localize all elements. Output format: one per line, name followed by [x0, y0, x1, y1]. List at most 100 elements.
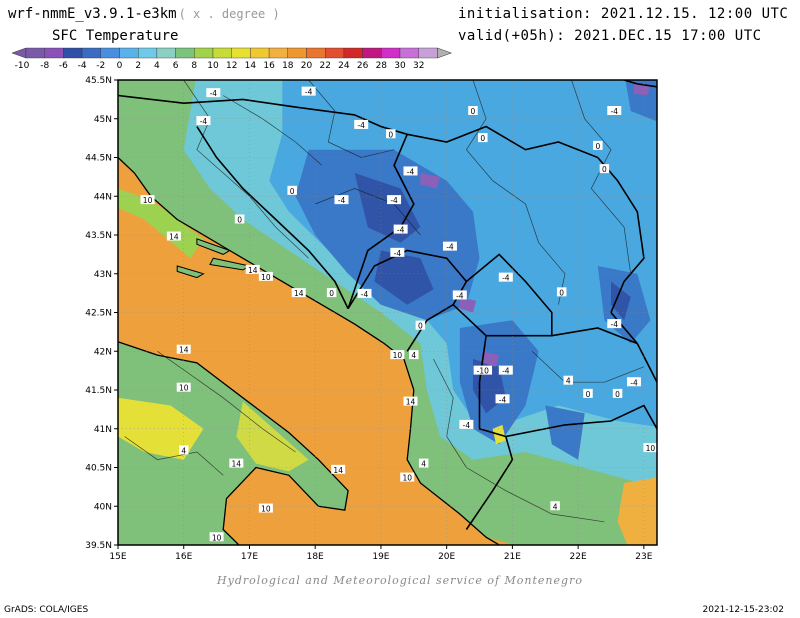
contour-label-box [556, 287, 567, 297]
contour-label: 4 [181, 446, 186, 455]
colder-zone [625, 80, 657, 122]
island [209, 257, 251, 271]
contour-label-box [473, 365, 493, 375]
contour-label: -4 [357, 121, 365, 130]
contour-label-box [468, 106, 478, 115]
colorbar-label: -4 [78, 61, 87, 71]
extreme-cold-zone [459, 297, 477, 313]
colder-zone [545, 405, 585, 460]
colorbar-label: 2 [135, 61, 141, 71]
contour-label: 14 [179, 346, 189, 355]
contour-label-box [393, 224, 408, 234]
contour-label-box [418, 458, 429, 468]
contour-label: 0 [290, 187, 295, 196]
isotherm [223, 95, 323, 166]
contour-label: -4 [407, 167, 415, 176]
init-time: initialisation: 2021.12.15. 12:00 UTC [458, 6, 789, 22]
contour-label-box [357, 288, 372, 298]
lon-label: 15E [109, 552, 126, 562]
contour-label-box [326, 288, 337, 298]
contour-label-box [176, 344, 191, 354]
lat-label: 42N [94, 347, 112, 357]
contour-label: 0 [602, 165, 607, 174]
contour-label-box [550, 501, 560, 511]
contour-label: -4 [463, 421, 471, 430]
lon-label: 16E [175, 552, 192, 562]
contour-label: 4 [553, 502, 558, 511]
contour-label: 10 [402, 474, 412, 483]
contour-label-box [607, 106, 622, 115]
colorbar-label: 32 [413, 61, 424, 71]
colorbar-label: 10 [207, 61, 219, 71]
contour-label-box [442, 241, 457, 251]
contour-label-box [390, 247, 405, 257]
lat-label: 41N [94, 425, 112, 435]
contour-label: -4 [446, 243, 454, 252]
colorbar-label: 6 [173, 61, 179, 71]
contour-label: 14 [333, 466, 343, 475]
colorbar-label: -10 [15, 61, 30, 71]
colorbar: -10 -8 -6 -4 -2 0 2 4 6 8 10 12 14 16 18 20 22 24 26 28 30 32 [11, 47, 453, 71]
country-border [196, 126, 349, 309]
country-border [347, 249, 468, 352]
contour-label-box [287, 185, 297, 195]
contour-label: -4 [611, 320, 619, 329]
lat-label: 40.5N [85, 464, 112, 474]
contour-label: -4 [361, 290, 369, 299]
isotherm [531, 351, 645, 383]
country-border [118, 94, 408, 136]
country-border [465, 253, 553, 336]
contour-label-box [400, 472, 415, 482]
contour-label-box [452, 290, 467, 300]
contour-label: -4 [456, 291, 464, 300]
coldest-zone [611, 281, 631, 321]
country-border [452, 304, 638, 345]
country-border [656, 428, 657, 431]
lat-label: 44.5N [85, 154, 112, 164]
contour-label-box [593, 140, 603, 150]
contour-label: -4 [397, 226, 405, 235]
contour-label: -4 [499, 395, 507, 404]
colorbar-label: -2 [96, 61, 105, 71]
contour-label: 0 [559, 288, 564, 297]
contour-label-box [612, 388, 623, 398]
contour-label-box [258, 503, 273, 513]
contour-label-box [258, 271, 273, 281]
contour-label-box [478, 133, 488, 143]
coldest-zone [374, 250, 434, 305]
contour-label-box [656, 268, 657, 278]
contour-label: 4 [411, 351, 416, 360]
extreme-cold-zone [634, 83, 651, 96]
colorbar-label: -6 [59, 61, 68, 71]
contour-label: 10 [179, 384, 189, 393]
italy-land [118, 341, 349, 545]
contour-label: 0 [586, 390, 591, 399]
contour-label-box [403, 396, 418, 406]
lat-label: 45.5N [85, 76, 112, 86]
contour-label: 0 [471, 107, 476, 116]
country-border [621, 80, 657, 88]
lat-label: 45N [94, 115, 112, 125]
contour-label: -4 [210, 89, 218, 98]
contour-label-box [176, 382, 191, 392]
colorbar-label: 24 [338, 61, 350, 71]
warm-patch [236, 401, 309, 472]
colorbar-label: 26 [357, 61, 369, 71]
contour-label: 14 [248, 266, 258, 275]
contour-label: 10 [393, 351, 403, 360]
contour-label: 0 [388, 130, 393, 139]
extreme-cold-zone [482, 351, 500, 367]
island [196, 238, 231, 255]
colorbar-label: 20 [301, 61, 313, 71]
contour-label: 10 [143, 196, 153, 205]
contour-label-box [331, 464, 346, 474]
contour-label: 4 [566, 377, 571, 386]
colorbar-label: 28 [376, 61, 388, 71]
contour-label-box [229, 458, 244, 468]
country-border [381, 41, 460, 72]
contour-label-box [607, 319, 622, 329]
contour-label: 14 [232, 460, 242, 469]
